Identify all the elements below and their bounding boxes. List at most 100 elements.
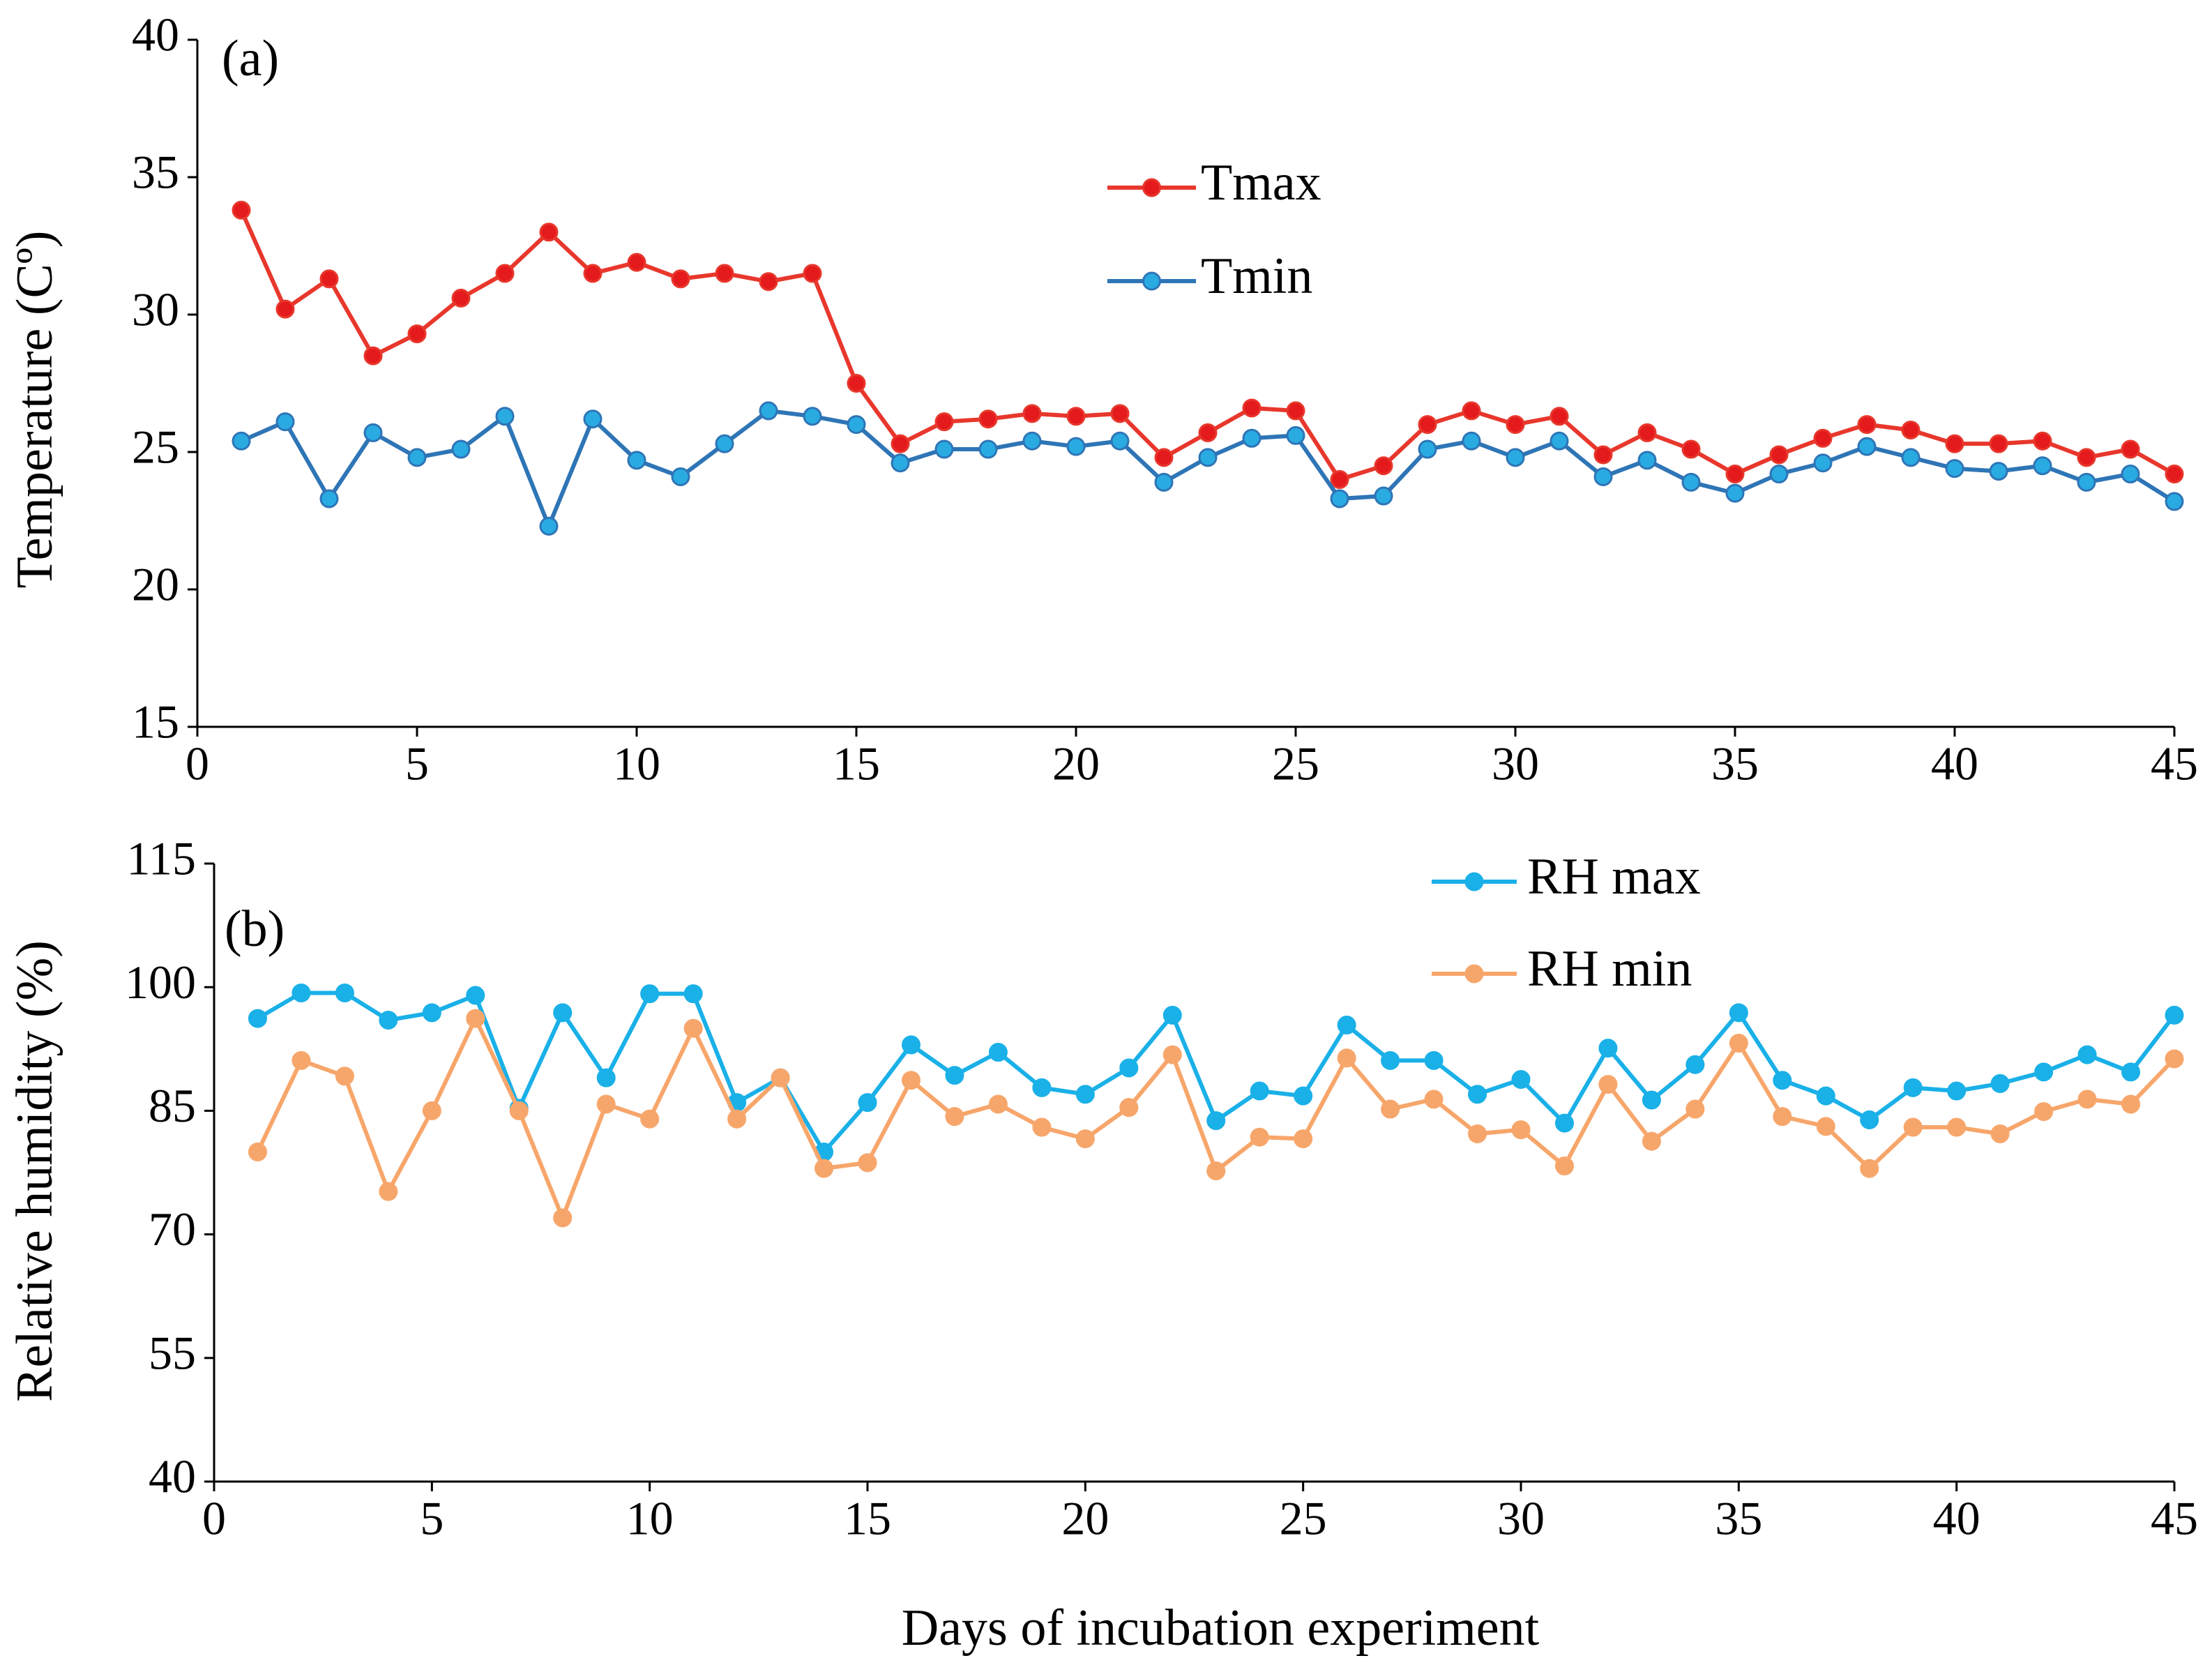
data-point bbox=[1593, 467, 1613, 486]
panel-label: (a) bbox=[222, 30, 279, 87]
data-point bbox=[1773, 1071, 1792, 1090]
legend-marker bbox=[1464, 964, 1484, 984]
legend-marker bbox=[1464, 872, 1484, 891]
data-point bbox=[248, 1009, 267, 1028]
data-point bbox=[2165, 465, 2184, 484]
legend-label: Tmin bbox=[1201, 248, 1312, 305]
data-point bbox=[847, 415, 866, 435]
data-point bbox=[1816, 1086, 1835, 1106]
data-point bbox=[2077, 1045, 2097, 1064]
data-point bbox=[1242, 428, 1262, 448]
data-point bbox=[596, 1068, 616, 1087]
data-point bbox=[275, 299, 295, 319]
data-point bbox=[1110, 431, 1130, 451]
data-point bbox=[319, 489, 339, 509]
data-point bbox=[1206, 1111, 1226, 1131]
x-tick-label: 40 bbox=[1931, 737, 1978, 790]
data-point bbox=[1066, 407, 1086, 426]
data-point bbox=[1286, 425, 1305, 445]
data-point bbox=[1250, 1127, 1269, 1147]
data-point bbox=[901, 1071, 921, 1090]
data-point bbox=[553, 1003, 573, 1023]
data-point bbox=[1685, 1055, 1705, 1074]
data-point bbox=[1119, 1058, 1139, 1078]
y-tick-label: 20 bbox=[132, 558, 179, 611]
data-point bbox=[1857, 415, 1877, 435]
data-point bbox=[945, 1107, 964, 1127]
data-point bbox=[1075, 1129, 1095, 1149]
data-point bbox=[1511, 1070, 1531, 1090]
x-tick-label: 20 bbox=[1052, 737, 1100, 790]
data-point bbox=[1681, 439, 1701, 459]
data-point bbox=[1990, 1074, 2010, 1093]
data-point bbox=[1945, 434, 1964, 453]
data-point bbox=[1813, 453, 1833, 473]
data-point bbox=[379, 1010, 398, 1030]
data-point bbox=[407, 448, 427, 467]
data-point bbox=[1769, 465, 1789, 484]
data-point bbox=[2165, 1049, 2184, 1069]
data-point bbox=[451, 288, 471, 308]
data-point bbox=[771, 1068, 790, 1087]
y-tick-label: 30 bbox=[132, 283, 179, 336]
data-point bbox=[1022, 404, 1042, 423]
x-tick-label: 5 bbox=[420, 1492, 444, 1545]
legend-marker bbox=[1142, 271, 1161, 291]
data-point bbox=[1857, 437, 1877, 456]
data-point bbox=[2121, 439, 2140, 459]
data-point bbox=[1242, 398, 1262, 418]
y-axis-title: Relative humidity (%) bbox=[6, 940, 63, 1402]
legend-label: RH max bbox=[1527, 848, 1701, 905]
y-tick-label: 40 bbox=[132, 8, 179, 61]
data-point bbox=[715, 264, 734, 283]
data-point bbox=[1511, 1120, 1531, 1140]
data-point bbox=[1468, 1085, 1487, 1104]
data-point bbox=[988, 1094, 1008, 1114]
data-point bbox=[1681, 472, 1701, 492]
data-point bbox=[1286, 401, 1305, 421]
data-point bbox=[1381, 1099, 1400, 1119]
data-point bbox=[1947, 1081, 1967, 1101]
data-point bbox=[891, 434, 910, 453]
data-point bbox=[1773, 1107, 1792, 1127]
data-point bbox=[1729, 1034, 1748, 1053]
data-point bbox=[2121, 465, 2140, 484]
data-point bbox=[1816, 1117, 1835, 1136]
data-point bbox=[451, 439, 471, 459]
data-point bbox=[1424, 1050, 1444, 1070]
x-tick-label: 35 bbox=[1711, 737, 1759, 790]
data-point bbox=[1162, 1005, 1182, 1025]
data-point bbox=[1066, 437, 1086, 456]
data-point bbox=[319, 269, 339, 289]
data-point bbox=[1769, 445, 1789, 465]
x-tick-label: 0 bbox=[185, 737, 209, 790]
data-point bbox=[335, 1067, 354, 1086]
data-point bbox=[583, 409, 603, 429]
data-point bbox=[1162, 1045, 1182, 1064]
data-point bbox=[466, 986, 485, 1005]
data-point bbox=[1110, 404, 1130, 423]
data-point bbox=[1330, 469, 1349, 489]
data-point bbox=[1294, 1086, 1313, 1106]
data-point bbox=[1989, 434, 2008, 453]
data-point bbox=[596, 1094, 616, 1114]
data-point bbox=[1729, 1003, 1748, 1023]
y-tick-label: 25 bbox=[132, 421, 179, 474]
data-point bbox=[2165, 1005, 2184, 1025]
data-point bbox=[1206, 1161, 1226, 1181]
data-point bbox=[847, 374, 866, 393]
data-point bbox=[640, 984, 660, 1004]
x-tick-label: 30 bbox=[1497, 1492, 1545, 1545]
data-point bbox=[759, 272, 778, 292]
panel-label: (b) bbox=[225, 901, 285, 958]
data-point bbox=[2034, 1102, 2054, 1122]
x-tick-label: 15 bbox=[833, 737, 880, 790]
data-point bbox=[1506, 448, 1525, 467]
data-point bbox=[1860, 1110, 1879, 1129]
data-point bbox=[1685, 1099, 1705, 1119]
data-point bbox=[422, 1101, 441, 1120]
data-point bbox=[407, 324, 427, 344]
data-point bbox=[727, 1109, 747, 1129]
data-point bbox=[1550, 431, 1569, 451]
